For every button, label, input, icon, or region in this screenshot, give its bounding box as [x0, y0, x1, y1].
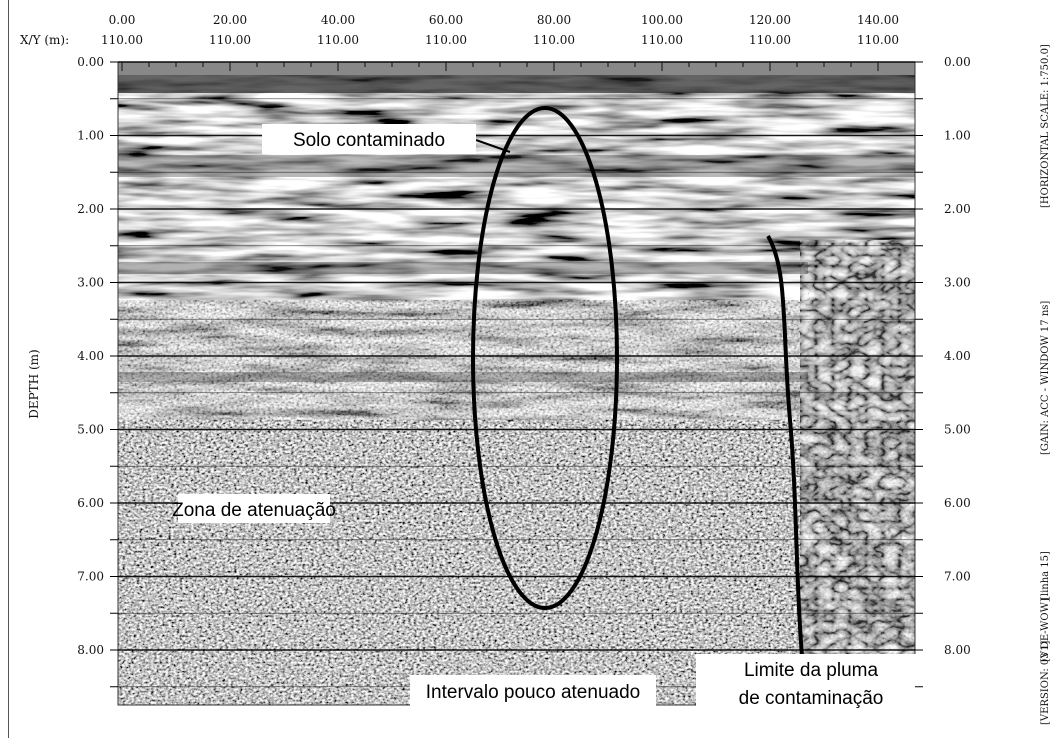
- side-note: [GAIN: ACC - WINDOW 17 ns]: [1040, 301, 1051, 455]
- label-box: [696, 654, 926, 712]
- y-tick-label: 5.00: [77, 423, 104, 437]
- label-box: [410, 675, 656, 706]
- side-note: [VERSION: 03 DE-WOW]: [1040, 598, 1051, 725]
- x-tick-label: 110.00: [533, 33, 575, 47]
- y-tick-label: 7.00: [944, 570, 971, 584]
- x-tick-label: 110.00: [641, 33, 683, 47]
- x-tick-label: 100.00: [641, 13, 683, 27]
- y-tick-label: 8.00: [944, 643, 971, 657]
- y-tick-label: 4.00: [77, 349, 104, 363]
- y-tick-label: 0.00: [944, 55, 971, 69]
- side-note: [HORIZONTAL SCALE: 1:750.0]: [1040, 44, 1051, 208]
- y-tick-label: 6.00: [77, 496, 104, 510]
- side-note: [linha 15]: [1040, 551, 1051, 600]
- y-tick-label: 0.00: [77, 55, 104, 69]
- x-tick-label: 110.00: [749, 33, 791, 47]
- x-tick-label: 20.00: [213, 13, 247, 27]
- x-tick-label: 110.00: [209, 33, 251, 47]
- plume-limit: [766, 234, 808, 701]
- side-notes: [VERSION: 03 DE-WOW][V1] [linha 15] [GAIN:…: [1040, 44, 1051, 725]
- radargram: [117, 61, 916, 706]
- annotation: Solo contaminado: [293, 130, 445, 151]
- annotation: Intervalo pouco atenuado: [426, 682, 640, 703]
- x-tick-label: 110.00: [317, 33, 359, 47]
- annotation: Zona de atenuação: [172, 500, 336, 521]
- x-tick-label: 110.00: [857, 33, 899, 47]
- y-tick-label: 3.00: [77, 276, 104, 290]
- x-tick-label: 140.00: [857, 13, 899, 27]
- y-tick-label: 4.00: [944, 349, 971, 363]
- annotation: de contaminação: [739, 688, 884, 709]
- label-box: [178, 494, 330, 523]
- label-box: [262, 124, 476, 154]
- y-tick-label: 1.00: [944, 129, 971, 143]
- annotation: Limite da pluma: [744, 660, 879, 681]
- y-tick-label: 3.00: [944, 276, 971, 290]
- y-tick-label: 7.00: [77, 570, 104, 584]
- y-tick-label: 8.00: [77, 643, 104, 657]
- leader: [475, 139, 511, 153]
- y-tick-label: 5.00: [944, 423, 971, 437]
- x-axis-label: X/Y (m):: [20, 33, 69, 47]
- x-tick-label: 60.00: [429, 13, 463, 27]
- x-tick-label: 40.00: [321, 13, 355, 27]
- y-tick-label: 2.00: [77, 202, 104, 216]
- x-tick-label: 0.00: [109, 13, 136, 27]
- x-tick-label: 120.00: [749, 13, 791, 27]
- y-tick-label: 1.00: [77, 129, 104, 143]
- annotations: Solo contaminado Zona de atenuação Limit…: [172, 106, 926, 712]
- y-axis-label: DEPTH (m): [27, 349, 41, 418]
- ellipse: [471, 106, 619, 610]
- x-tick-label: 110.00: [101, 33, 143, 47]
- x-tick-label: 110.00: [425, 33, 467, 47]
- axes: 0.00 110.00 20.00 110.00 40.00 110.00 60.00 110…: [77, 13, 971, 688]
- y-tick-label: 2.00: [944, 202, 971, 216]
- x-tick-label: 80.00: [537, 13, 571, 27]
- side-note: [V1]: [1040, 641, 1051, 662]
- y-tick-label: 6.00: [944, 496, 971, 510]
